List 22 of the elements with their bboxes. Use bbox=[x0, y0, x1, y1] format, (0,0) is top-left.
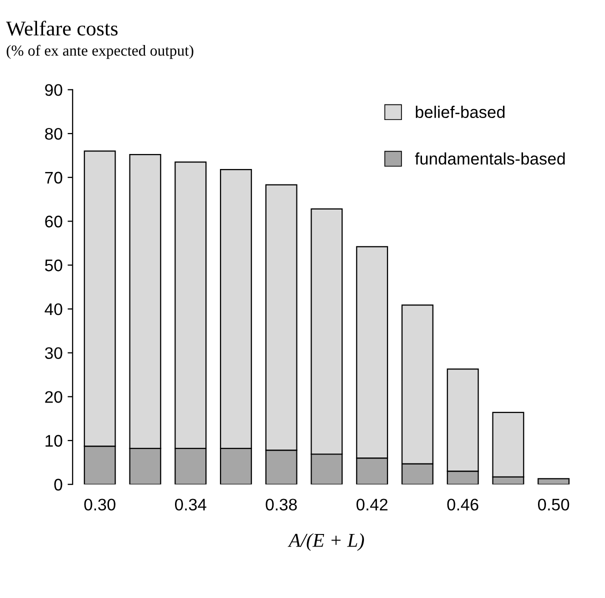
bar bbox=[538, 478, 570, 484]
y-tick-label: 10 bbox=[46, 434, 62, 447]
x-tick-label: 0.38 bbox=[266, 498, 297, 511]
x-tick-label: 0.46 bbox=[447, 498, 478, 511]
x-tick-label: 0.34 bbox=[175, 498, 206, 511]
legend-label: fundamentals-based bbox=[415, 152, 565, 165]
legend-label: belief-based bbox=[416, 106, 505, 118]
y-tick-label: 40 bbox=[44, 303, 62, 316]
y-tick-label: 90 bbox=[45, 84, 62, 96]
chart-subtitle: (% of ex ante expected output) bbox=[6, 44, 194, 59]
y-tick-label: 30 bbox=[44, 347, 62, 360]
x-tick-label: 0.50 bbox=[538, 498, 570, 511]
x-axis-title: A/(E + L) bbox=[288, 533, 364, 551]
y-tick-label: 70 bbox=[45, 172, 62, 184]
y-tick-label: 0 bbox=[54, 478, 62, 491]
chart-title: Welfare costs bbox=[6, 20, 118, 36]
y-tick-label: 20 bbox=[45, 391, 62, 403]
y-tick-label: 50 bbox=[45, 260, 62, 272]
y-tick-label: 60 bbox=[45, 216, 62, 228]
x-tick-label: 0.30 bbox=[84, 498, 116, 511]
y-tick-label: 80 bbox=[45, 128, 62, 140]
x-tick-label: 0.42 bbox=[356, 498, 388, 511]
